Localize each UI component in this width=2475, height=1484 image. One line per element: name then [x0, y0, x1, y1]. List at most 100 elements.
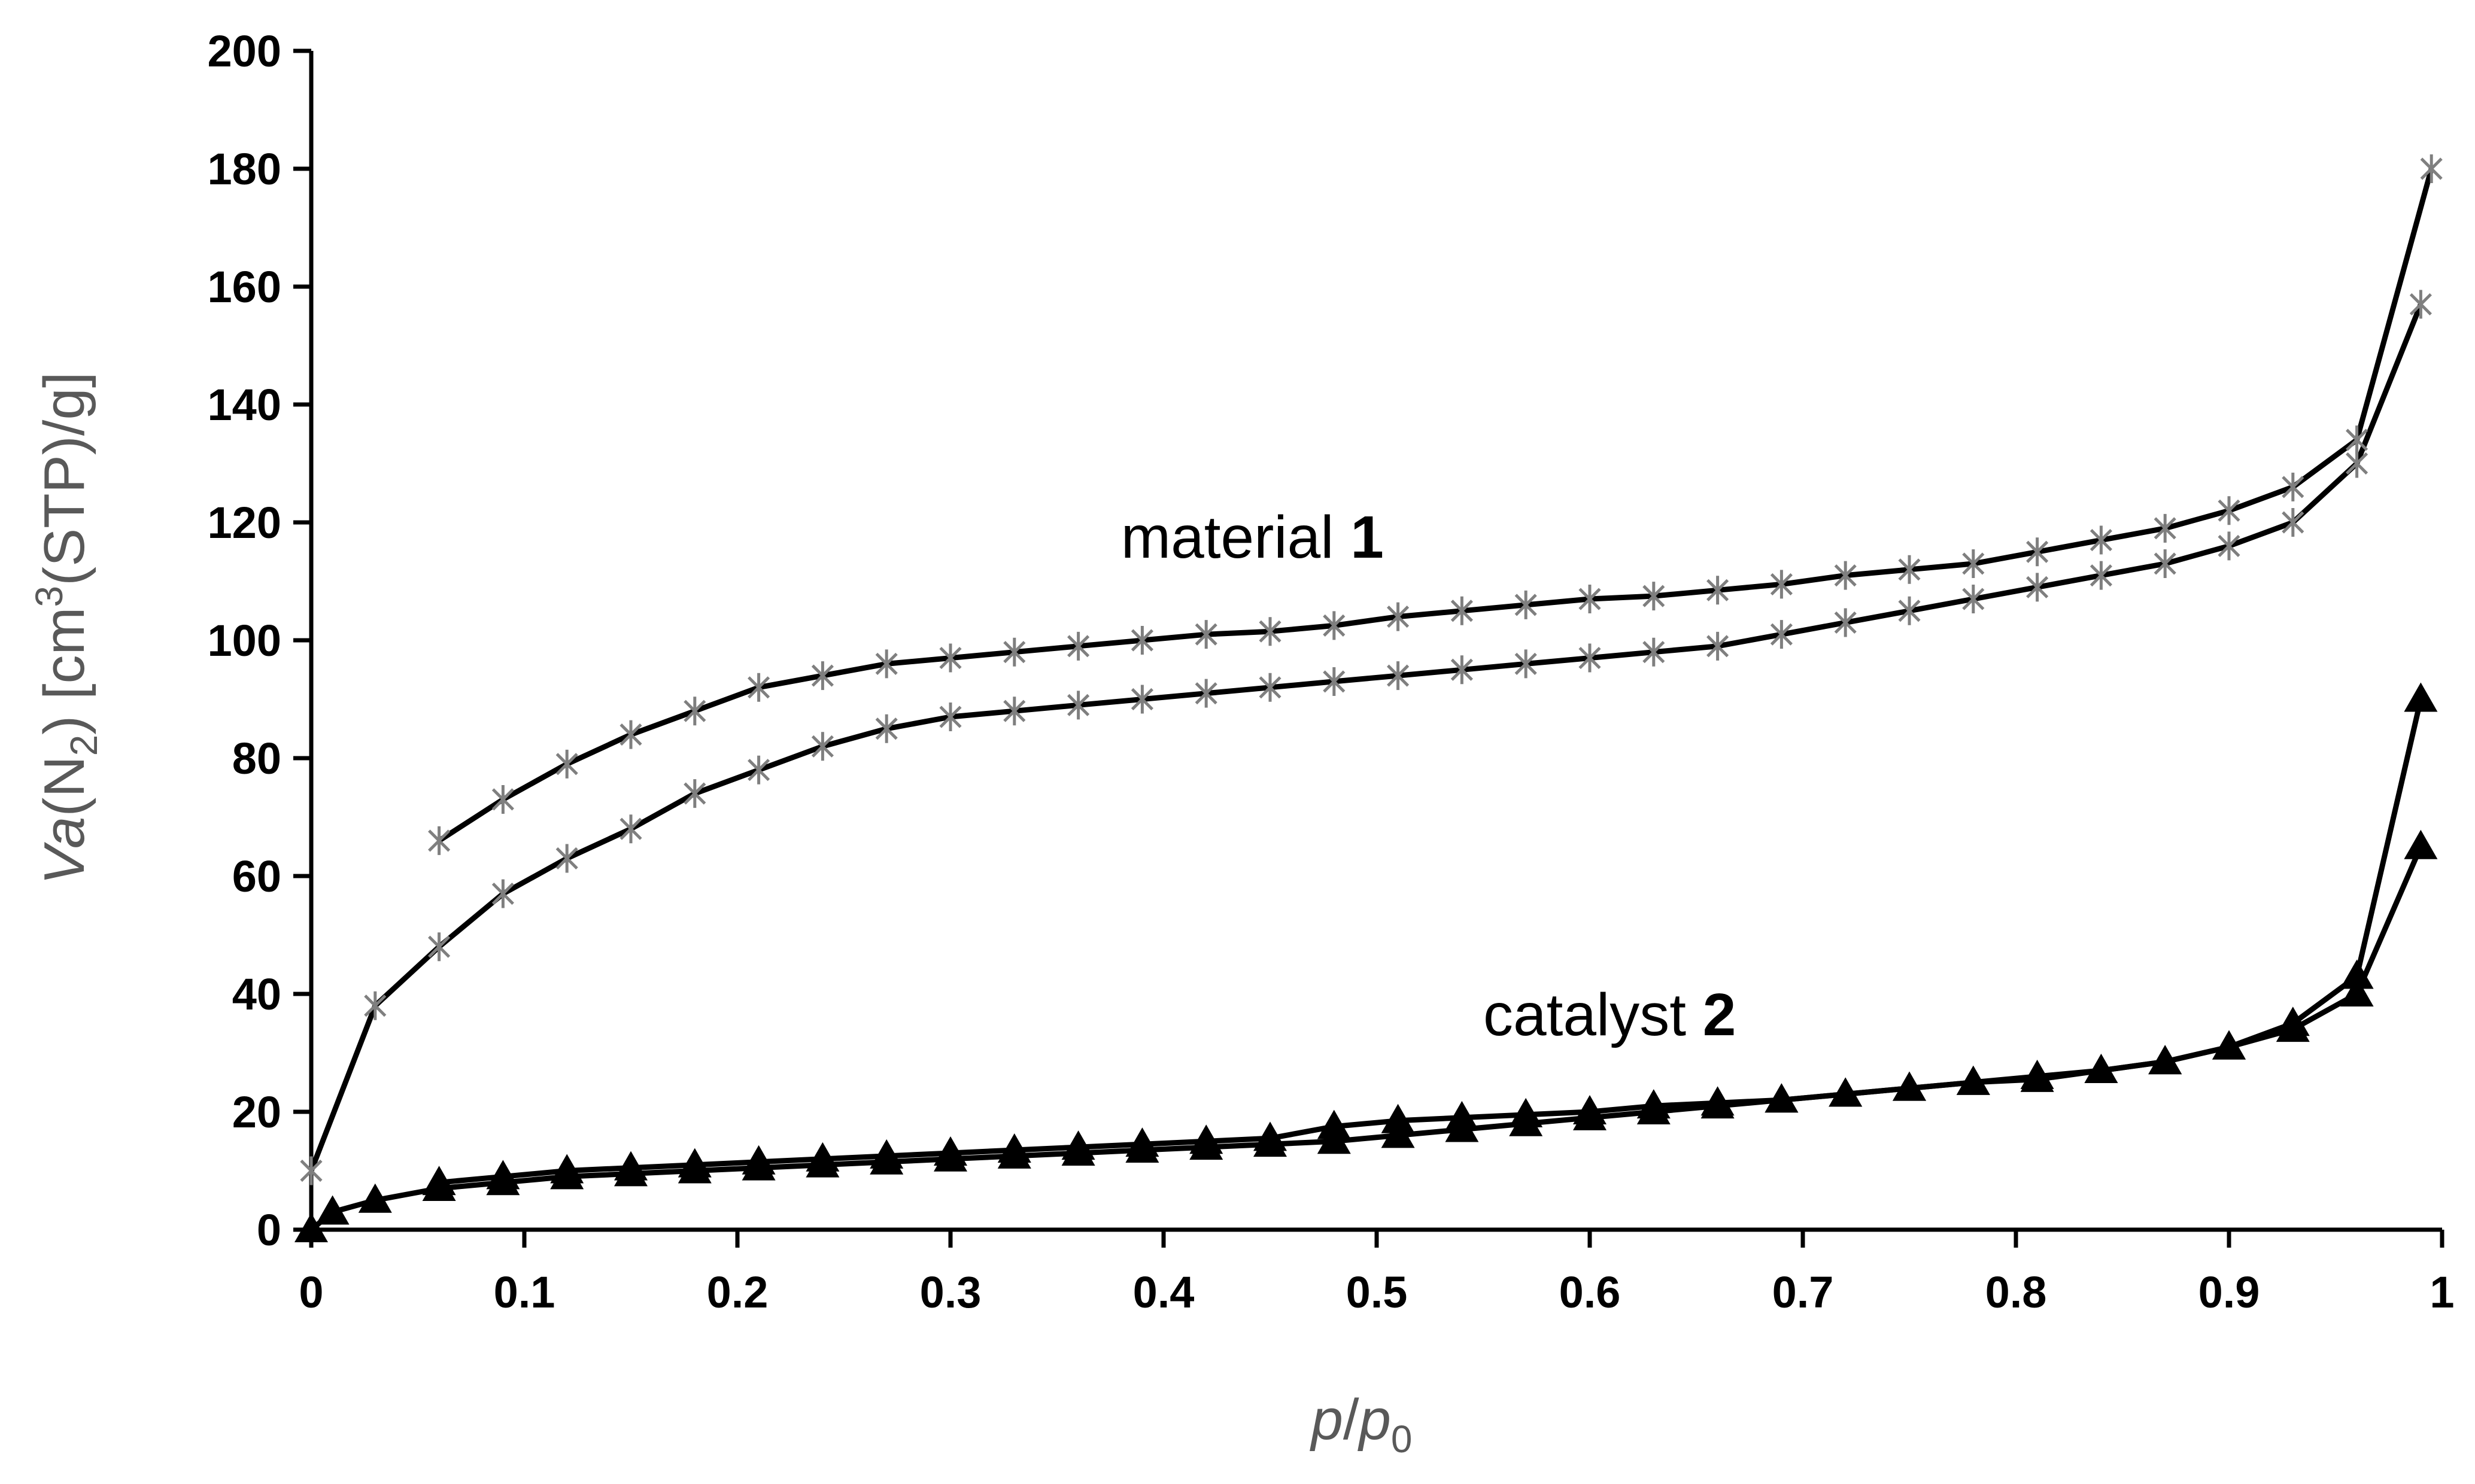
- series-1-point: [1323, 667, 1346, 696]
- y-tick-label: 60: [232, 852, 281, 901]
- series-2-point: [555, 749, 578, 779]
- series-4-point: [1061, 1130, 1095, 1160]
- series-4-point: [1445, 1100, 1479, 1130]
- series-3-point: [358, 1183, 392, 1213]
- y-tick-label: 40: [232, 969, 281, 1019]
- y-tick-label: 0: [257, 1205, 281, 1255]
- series-1-point: [1770, 620, 1793, 649]
- annotation-2: catalyst 2: [1483, 981, 1736, 1048]
- series-2-point: [491, 784, 514, 814]
- series-4-point: [1381, 1103, 1415, 1133]
- series-4-point: [2404, 682, 2438, 712]
- series-4-line: [439, 698, 2424, 1185]
- series-1-line: [308, 303, 2424, 1172]
- x-tick-label: 0.4: [1133, 1267, 1195, 1317]
- series-4-point: [1893, 1071, 1926, 1101]
- series-1-point: [939, 703, 962, 732]
- series-1-point: [2282, 508, 2304, 537]
- series-2-point: [684, 697, 706, 726]
- series-1-point: [364, 991, 387, 1020]
- series-2-point: [619, 720, 642, 749]
- series-3-point: [1317, 1124, 1351, 1154]
- series-1-point: [1962, 585, 1985, 614]
- series-2-point: [1898, 555, 1921, 584]
- series-4-point: [1829, 1077, 1863, 1107]
- series-1-point: [1450, 655, 1473, 685]
- series-4-point: [997, 1133, 1031, 1163]
- x-tick-label: 0.2: [707, 1267, 769, 1317]
- y-tick-label: 200: [208, 26, 281, 76]
- series-4-point: [2020, 1062, 2054, 1092]
- series-2-line: [438, 168, 2434, 843]
- series-1-point: [1578, 643, 1601, 673]
- series-4-point: [614, 1151, 648, 1181]
- series-4-point: [422, 1166, 456, 1196]
- series-2-point: [2282, 472, 2304, 501]
- series-1-point: [2218, 531, 2240, 561]
- series-4-point: [2340, 959, 2374, 989]
- series-2-point: [1834, 561, 1857, 590]
- series-1-point: [300, 1156, 323, 1185]
- series-2-point: [2090, 525, 2112, 555]
- series-2-point: [1578, 585, 1601, 614]
- axes: 0 20 40 60 80 100 120 140 160 180 200 0 0.1 0.2 0.3 0.4…: [208, 26, 2455, 1317]
- series-2-point: [1131, 626, 1153, 655]
- series-4-point: [1189, 1124, 1223, 1154]
- series-4-point: [2276, 1006, 2310, 1036]
- series-2-point: [428, 826, 451, 855]
- series-4-point: [2148, 1045, 2182, 1075]
- series-1-point: [1834, 608, 1857, 637]
- y-tick-label: 20: [232, 1087, 281, 1137]
- x-tick-label: 0.9: [2198, 1267, 2260, 1317]
- series-2-point: [2154, 513, 2176, 543]
- series-4-point: [1956, 1065, 1990, 1095]
- y-tick-label: 160: [208, 262, 281, 312]
- series-4-point: [1253, 1121, 1287, 1151]
- series-3-point: [2404, 829, 2438, 859]
- series-4-point: [1573, 1095, 1607, 1124]
- series-1-point: [1642, 637, 1665, 667]
- series-4-point: [1636, 1089, 1671, 1119]
- x-tick-label: 0.3: [920, 1267, 982, 1317]
- x-tick-label: 0.8: [1985, 1267, 2047, 1317]
- series-1-point: [2090, 561, 2112, 590]
- series-1-point: [619, 814, 642, 844]
- series-1-point: [1514, 649, 1537, 679]
- series-4-point: [742, 1145, 776, 1175]
- series-2-point: [1706, 576, 1729, 605]
- series-3-point: [294, 1213, 328, 1242]
- series-4-point: [934, 1136, 967, 1166]
- x-tick-label: 0.1: [494, 1267, 555, 1317]
- series-1-point: [1195, 679, 1217, 708]
- series-1-point: [2026, 573, 2049, 602]
- series-2-point: [1514, 590, 1537, 619]
- y-tick-label: 80: [232, 734, 281, 783]
- series-2-point: [1067, 631, 1090, 661]
- series-4-point: [870, 1139, 904, 1169]
- series-4-point: [2212, 1030, 2246, 1060]
- series-4-point: [1509, 1097, 1543, 1127]
- series-1-point: [875, 714, 898, 743]
- series-2-point: [1770, 570, 1793, 599]
- series-4-point: [1765, 1083, 1799, 1113]
- series-1-point: [1898, 596, 1921, 625]
- series-1-point: [2154, 549, 2176, 578]
- y-tick-label: 180: [208, 144, 281, 194]
- series-4-point: [1317, 1109, 1351, 1139]
- y-tick-label: 140: [208, 380, 281, 430]
- series-2-point: [748, 673, 770, 702]
- series-1-point: [811, 732, 834, 761]
- x-tick-label: 1: [2430, 1267, 2454, 1317]
- series-2-point: [1642, 582, 1665, 611]
- series-1-point: [428, 932, 451, 962]
- series-4-point: [486, 1160, 520, 1190]
- series-2-point: [939, 643, 962, 673]
- series-1-point: [1387, 661, 1410, 691]
- series-3-point: [315, 1195, 350, 1225]
- series-2-point: [875, 649, 898, 679]
- series-2-point: [1450, 596, 1473, 625]
- series-lines: [308, 168, 2434, 1232]
- series-4-point: [1700, 1086, 1735, 1116]
- y-tick-label: 120: [208, 498, 281, 548]
- annotations: material 1 catalyst 2: [1121, 504, 1736, 1048]
